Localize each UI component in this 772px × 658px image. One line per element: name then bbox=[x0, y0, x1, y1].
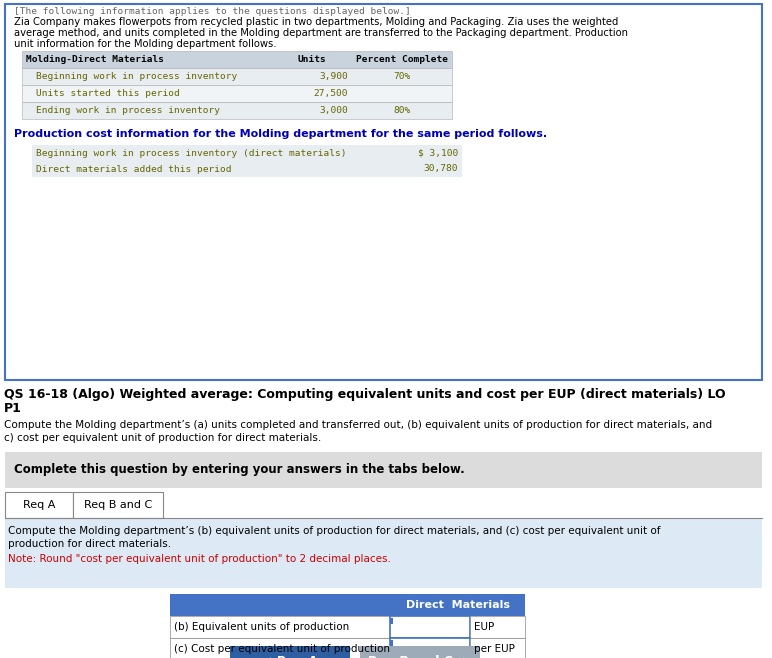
Text: per EUP: per EUP bbox=[474, 644, 515, 654]
Text: Complete this question by entering your answers in the tabs below.: Complete this question by entering your … bbox=[14, 463, 465, 476]
Bar bbox=[32, 145, 462, 161]
Text: QS 16-18 (Algo) Weighted average: Computing equivalent units and cost per EUP (d: QS 16-18 (Algo) Weighted average: Comput… bbox=[4, 388, 726, 401]
Bar bbox=[390, 638, 470, 658]
Text: Req B and C  >: Req B and C > bbox=[368, 655, 472, 658]
Text: EUP: EUP bbox=[474, 622, 494, 632]
Text: 27,500: 27,500 bbox=[313, 89, 348, 98]
Text: Direct  Materials: Direct Materials bbox=[405, 600, 510, 610]
Text: Beginning work in process inventory (direct materials): Beginning work in process inventory (dir… bbox=[36, 149, 347, 157]
Bar bbox=[390, 594, 525, 616]
Bar bbox=[170, 616, 390, 638]
Bar bbox=[360, 646, 480, 658]
Text: 70%: 70% bbox=[394, 72, 411, 81]
Bar bbox=[390, 640, 393, 646]
Text: 3,000: 3,000 bbox=[320, 106, 348, 115]
Text: average method, and units completed in the Molding department are transferred to: average method, and units completed in t… bbox=[14, 28, 628, 38]
Text: (c) Cost per equivalent unit of production: (c) Cost per equivalent unit of producti… bbox=[174, 644, 390, 654]
Text: 80%: 80% bbox=[394, 106, 411, 115]
Text: $ 3,100: $ 3,100 bbox=[418, 149, 458, 157]
Bar bbox=[230, 646, 350, 658]
Text: Molding-Direct Materials: Molding-Direct Materials bbox=[26, 55, 164, 64]
Text: P1: P1 bbox=[4, 402, 22, 415]
Text: 3,900: 3,900 bbox=[320, 72, 348, 81]
Bar bbox=[73, 492, 163, 518]
Text: Req A: Req A bbox=[23, 500, 55, 510]
Bar bbox=[5, 492, 73, 518]
Text: < Req A: < Req A bbox=[262, 655, 318, 658]
Text: [The following information applies to the questions displayed below.]: [The following information applies to th… bbox=[14, 7, 411, 16]
Bar bbox=[170, 638, 390, 658]
Bar bbox=[170, 594, 390, 616]
Text: unit information for the Molding department follows.: unit information for the Molding departm… bbox=[14, 39, 276, 49]
Text: Req B and C: Req B and C bbox=[84, 500, 152, 510]
Text: 30,780: 30,780 bbox=[424, 164, 458, 174]
Bar bbox=[470, 616, 525, 638]
Text: Zia Company makes flowerpots from recycled plastic in two departments, Molding a: Zia Company makes flowerpots from recycl… bbox=[14, 17, 618, 27]
Text: Ending work in process inventory: Ending work in process inventory bbox=[36, 106, 220, 115]
Text: Production cost information for the Molding department for the same period follo: Production cost information for the Mold… bbox=[14, 129, 547, 139]
Bar bbox=[22, 102, 452, 119]
Text: Compute the Molding department’s (b) equivalent units of production for direct m: Compute the Molding department’s (b) equ… bbox=[8, 526, 661, 536]
Bar bbox=[32, 161, 462, 177]
Text: Compute the Molding department’s (a) units completed and transferred out, (b) eq: Compute the Molding department’s (a) uni… bbox=[4, 420, 712, 430]
Text: Units started this period: Units started this period bbox=[36, 89, 180, 98]
Text: c) cost per equivalent unit of production for direct materials.: c) cost per equivalent unit of productio… bbox=[4, 433, 321, 443]
Bar bbox=[470, 638, 525, 658]
Text: production for direct materials.: production for direct materials. bbox=[8, 539, 171, 549]
Bar bbox=[22, 85, 452, 102]
Bar bbox=[22, 51, 452, 68]
Text: (b) Equivalent units of production: (b) Equivalent units of production bbox=[174, 622, 349, 632]
Text: Note: Round "cost per equivalent unit of production" to 2 decimal places.: Note: Round "cost per equivalent unit of… bbox=[8, 554, 391, 564]
Bar bbox=[5, 4, 762, 380]
Text: Percent Complete: Percent Complete bbox=[356, 55, 448, 64]
Text: Beginning work in process inventory: Beginning work in process inventory bbox=[36, 72, 237, 81]
Bar bbox=[5, 452, 762, 488]
Bar bbox=[5, 518, 762, 588]
Text: Direct materials added this period: Direct materials added this period bbox=[36, 164, 232, 174]
Bar bbox=[390, 618, 393, 624]
Bar bbox=[390, 616, 470, 638]
Text: Units: Units bbox=[298, 55, 327, 64]
Bar bbox=[22, 68, 452, 85]
